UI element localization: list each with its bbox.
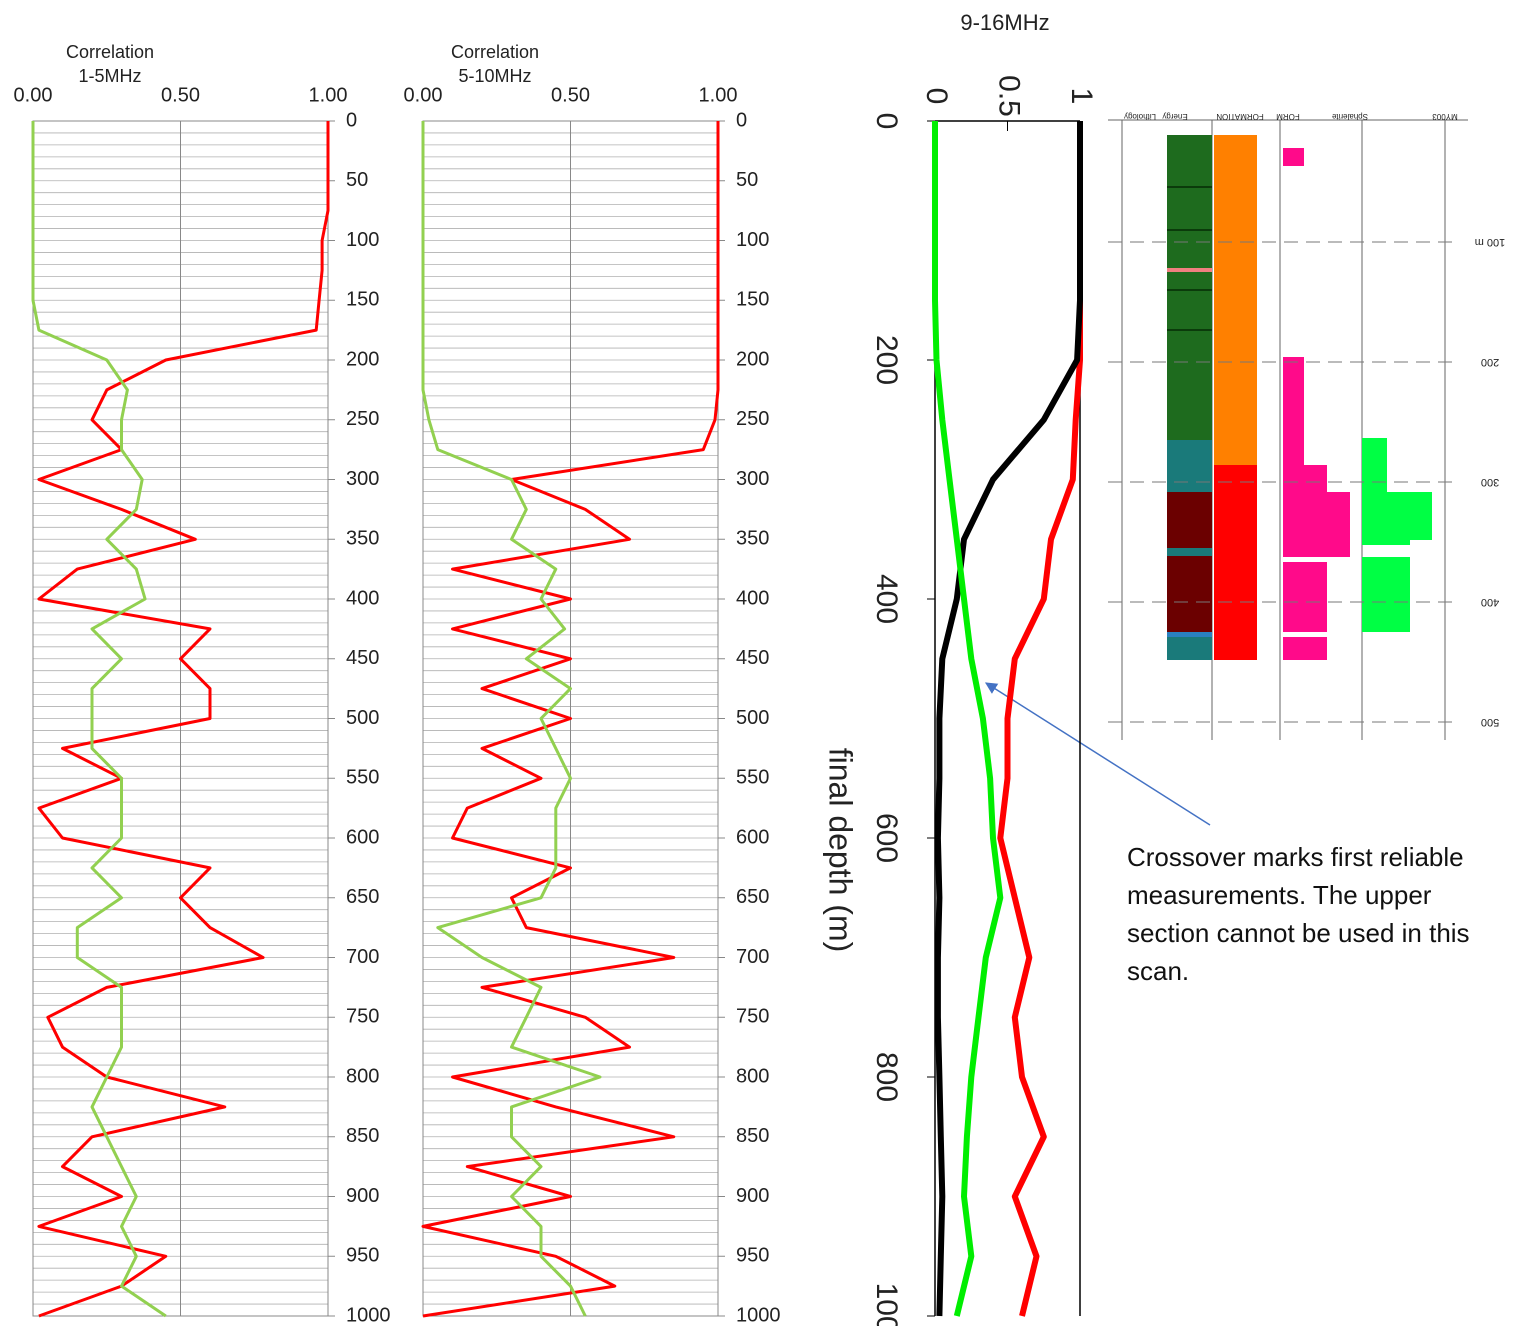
log-depth-label: 300: [1481, 476, 1499, 488]
page: Correlation1-5MHz0.000.501.0005010015020…: [0, 0, 1516, 1326]
x-tick-label: 400: [870, 574, 903, 624]
x-tick-label: 600: [346, 826, 379, 848]
x-tick-label: 100: [736, 229, 769, 251]
x-tick-label: 0: [870, 113, 903, 130]
x-tick-label: 800: [736, 1065, 769, 1087]
x-tick-label: 800: [346, 1065, 379, 1087]
x-tick-label: 350: [736, 528, 769, 550]
figure: Correlation1-5MHz0.000.501.0005010015020…: [0, 0, 1516, 1326]
x-tick-label: 1000: [870, 1283, 903, 1326]
x-tick-label: 800: [870, 1052, 903, 1102]
plot: [33, 121, 335, 1316]
x-tick-label: 1000: [346, 1304, 391, 1326]
log-header: FORMATION: [1216, 112, 1264, 121]
x-tick-label: 950: [346, 1245, 379, 1267]
x-axis-label: final depth (m): [823, 748, 859, 953]
x-tick-label: 650: [346, 886, 379, 908]
log-depth-label: 100 m: [1475, 236, 1506, 248]
y-tick-label: 1: [1065, 88, 1098, 105]
x-tick-label: 600: [736, 826, 769, 848]
x-tick-label: 200: [736, 348, 769, 370]
y-tick-label: 0.00: [14, 84, 53, 106]
y-tick-label: 0.00: [404, 84, 443, 106]
y-tick-label: 1.00: [699, 84, 738, 106]
x-tick-label: 900: [736, 1185, 769, 1207]
chart-subtitle: 1-5MHz: [78, 66, 141, 86]
x-tick-label: 600: [870, 813, 903, 863]
plot: [927, 121, 1080, 1316]
log-panel: [1108, 120, 1468, 740]
annotation: Crossover marks first reliable measureme…: [1127, 838, 1516, 990]
plot: [423, 121, 725, 1316]
x-tick-label: 400: [736, 587, 769, 609]
log-header: Lithology: [1124, 112, 1156, 121]
x-tick-label: 850: [736, 1125, 769, 1147]
x-tick-label: 450: [346, 647, 379, 669]
log-depth-label: 500: [1481, 716, 1499, 728]
x-tick-label: 900: [346, 1185, 379, 1207]
chart-title: Correlation: [451, 42, 539, 62]
x-tick-label: 200: [870, 335, 903, 385]
x-tick-label: 250: [346, 408, 379, 430]
chart-subtitle: 5-10MHz: [458, 66, 531, 86]
x-tick-label: 100: [346, 229, 379, 251]
y-tick-label: 0.50: [551, 84, 590, 106]
annotation-arrow: [986, 683, 1210, 825]
y-tick-label: 0.50: [161, 84, 200, 106]
x-tick-label: 50: [736, 169, 758, 191]
x-tick-label: 650: [736, 886, 769, 908]
x-tick-label: 750: [736, 1006, 769, 1028]
x-tick-label: 950: [736, 1245, 769, 1267]
x-tick-label: 550: [346, 767, 379, 789]
x-tick-label: 1000: [736, 1304, 781, 1326]
x-tick-label: 50: [346, 169, 368, 191]
x-tick-label: 400: [346, 587, 379, 609]
x-tick-label: 250: [736, 408, 769, 430]
x-tick-label: 300: [736, 468, 769, 490]
x-tick-label: 150: [346, 289, 379, 311]
log-header: MY003: [1432, 112, 1458, 121]
y-tick-label: 0: [920, 88, 953, 105]
x-tick-label: 300: [346, 468, 379, 490]
series-line: [1000, 121, 1080, 1316]
x-tick-label: 850: [346, 1125, 379, 1147]
log-header: Energy: [1162, 112, 1187, 121]
x-tick-label: 700: [736, 946, 769, 968]
x-tick-label: 150: [736, 289, 769, 311]
chart-title: Correlation: [66, 42, 154, 62]
log-depth-label: 200: [1481, 356, 1499, 368]
x-tick-label: 550: [736, 767, 769, 789]
x-tick-label: 500: [346, 707, 379, 729]
x-tick-label: 450: [736, 647, 769, 669]
x-tick-label: 750: [346, 1006, 379, 1028]
x-tick-label: 200: [346, 348, 379, 370]
x-tick-label: 700: [346, 946, 379, 968]
x-tick-label: 0: [736, 109, 747, 131]
x-tick-label: 0: [346, 109, 357, 131]
log-depth-label: 400: [1481, 596, 1499, 608]
series-line: [935, 121, 1000, 1316]
x-tick-label: 350: [346, 528, 379, 550]
y-tick-label: 1.00: [309, 84, 348, 106]
log-header: Sphalerite: [1331, 112, 1368, 121]
log-header: FORM: [1276, 112, 1300, 121]
chart-title: 9-16MHz: [960, 10, 1049, 35]
x-tick-label: 500: [736, 707, 769, 729]
y-tick-label: 0.5: [993, 75, 1026, 117]
